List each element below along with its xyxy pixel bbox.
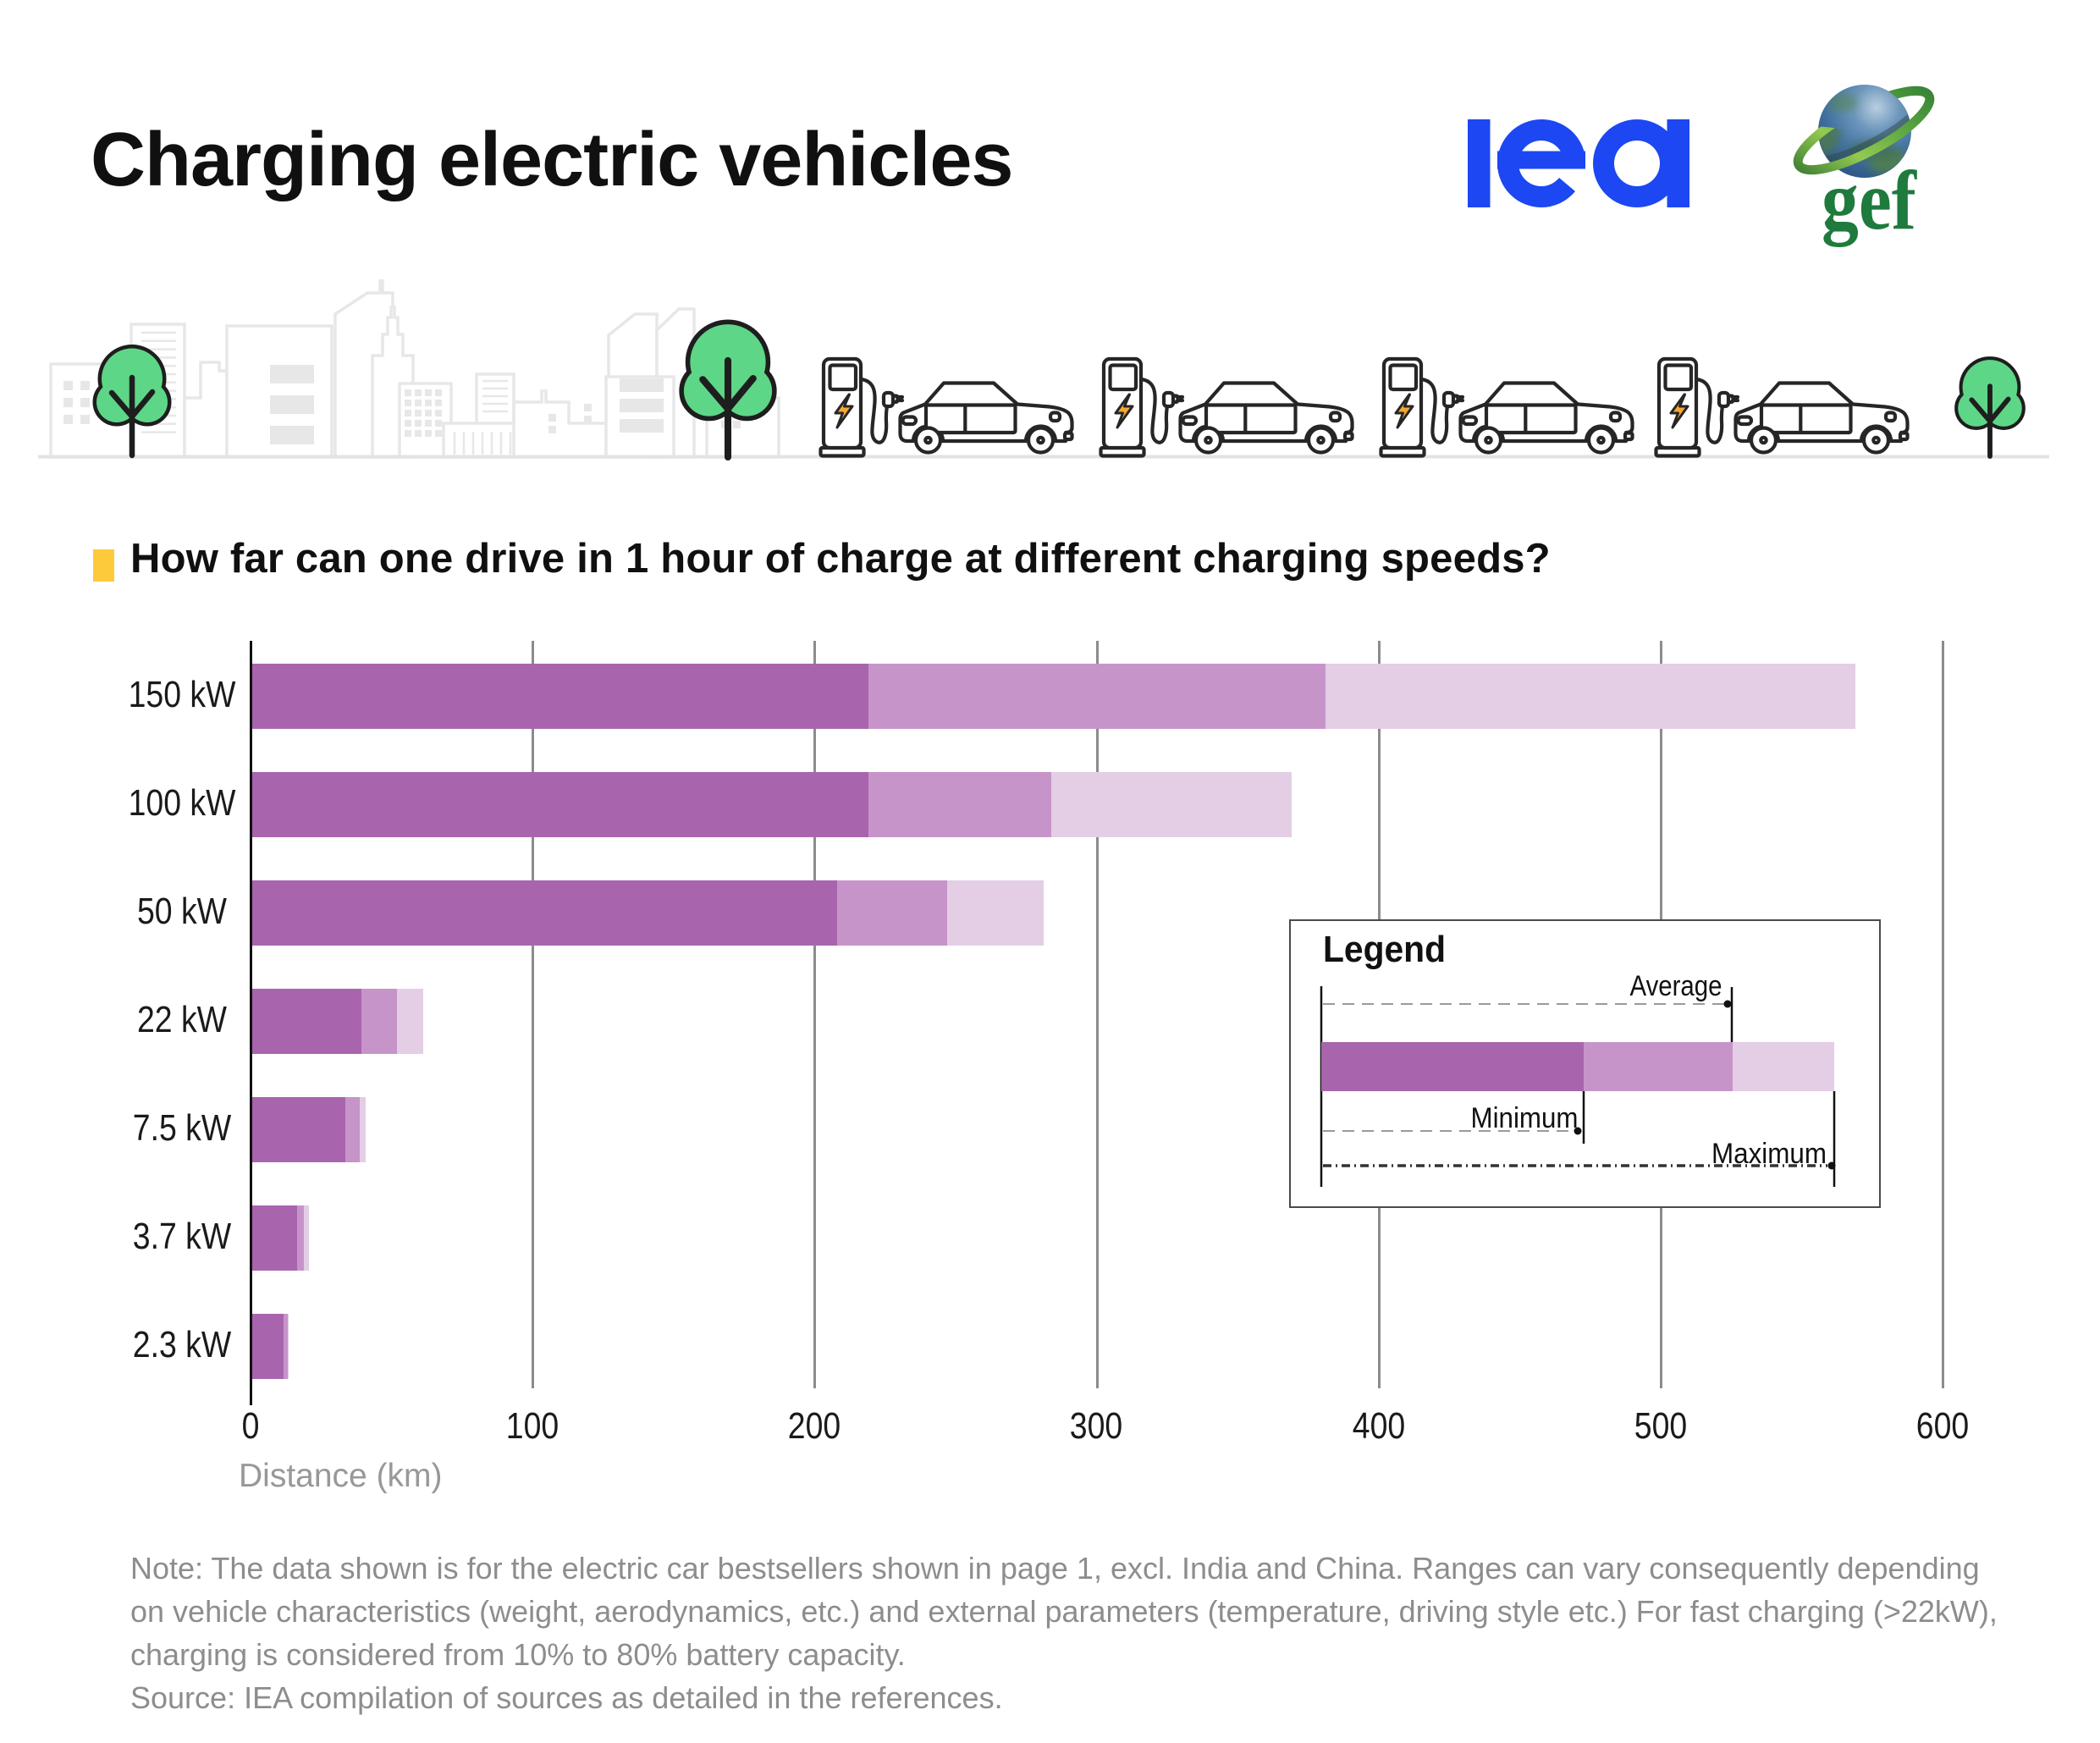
svg-text:gef: gef [1822,153,1917,247]
svg-text:Legend: Legend [1323,929,1446,970]
svg-text:Average: Average [1630,970,1722,1002]
svg-text:Minimum: Minimum [1471,1102,1579,1134]
